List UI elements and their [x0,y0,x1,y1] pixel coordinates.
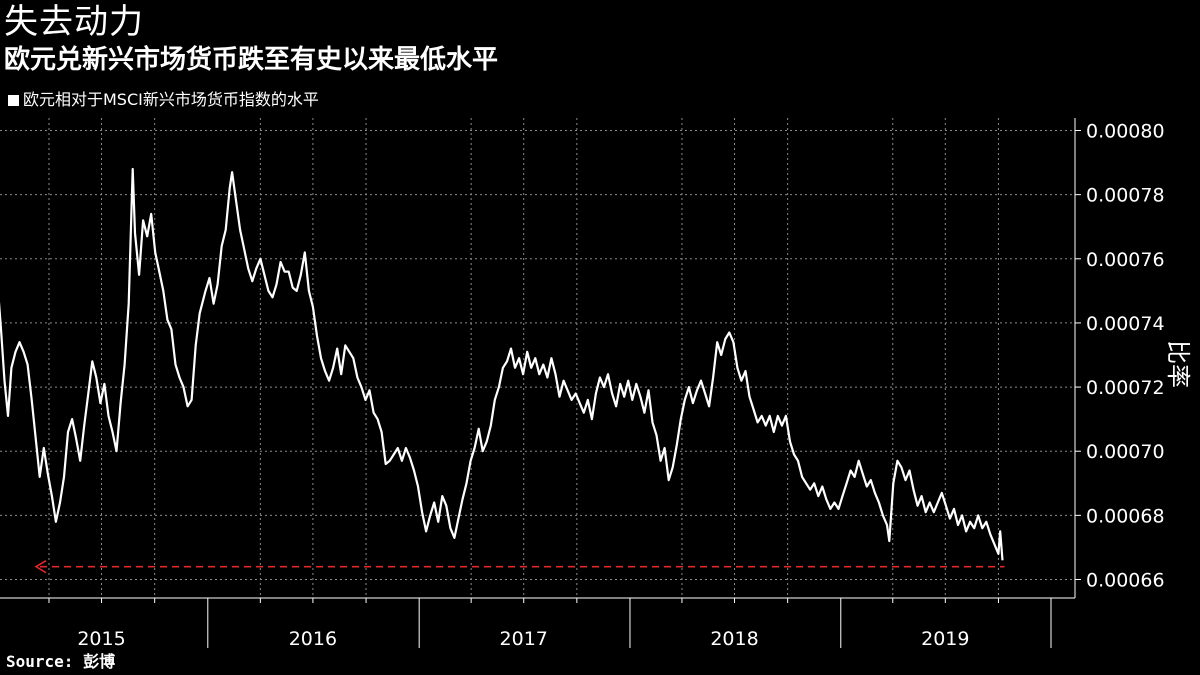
y-tick-label: 0.00068 [1086,505,1165,527]
y-tick-label: 0.00076 [1086,249,1165,271]
x-tick-label: 2019 [921,628,969,650]
y-tick-label: 0.00074 [1086,313,1165,335]
x-tick-label: 2016 [289,628,337,650]
chart-subtitle: 欧元兑新兴市场货币跌至有史以来最低水平 [4,45,499,75]
x-tick-label: 2015 [77,628,125,650]
x-tick-label: 2018 [710,628,758,650]
reference-arrow-head [34,559,47,574]
x-tick-label: 2017 [500,628,548,650]
legend-swatch [8,94,19,106]
y-tick-label: 0.00066 [1086,570,1165,592]
legend: 欧元相对于MSCI新兴市场货币指数的水平 [8,90,319,110]
source-note: Source: 彭博 [6,652,116,671]
y-tick-label: 0.00070 [1086,441,1165,463]
chart-title: 失去动力 [4,2,144,42]
y-tick-label: 0.00072 [1086,377,1165,399]
y-tick-label: 0.00078 [1086,185,1165,207]
y-tick-label: 0.00080 [1086,121,1165,143]
series-line [0,167,1004,561]
y-axis-title: 比率 [1164,340,1192,388]
legend-label: 欧元相对于MSCI新兴市场货币指数的水平 [23,90,319,109]
